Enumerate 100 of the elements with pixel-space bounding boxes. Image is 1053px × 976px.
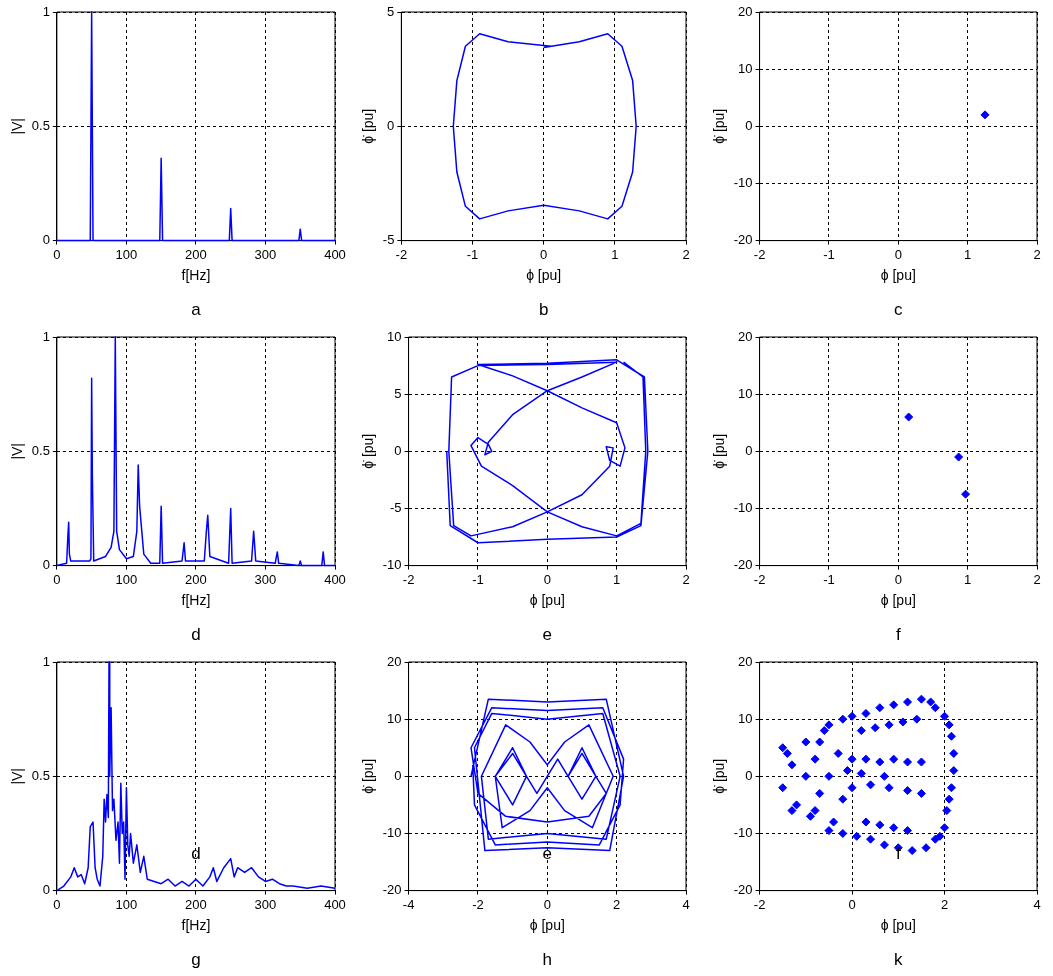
y-tick-label: 10 [738, 385, 753, 401]
x-tick-label: -2 [472, 896, 484, 912]
x-tick-label: 4 [1033, 896, 1041, 912]
x-tick-label: 1 [611, 246, 619, 262]
x-tick-label: 300 [254, 896, 277, 912]
y-tick-label: 5 [387, 3, 395, 19]
text: g [191, 950, 201, 970]
x-axis-title: ϕ [pu] [880, 917, 916, 934]
y-tick-label: 10 [387, 328, 402, 344]
text: a [191, 300, 202, 320]
y-tick-label: 1 [42, 653, 50, 669]
x-tick-label: -1 [823, 246, 835, 262]
x-tick-label: 100 [115, 896, 138, 912]
x-tick-label: -2 [753, 246, 766, 262]
y-tick-label: 20 [387, 653, 402, 669]
y-tick-label: 0 [394, 442, 402, 458]
y-tick-label: 10 [387, 710, 402, 726]
x-tick-label: 400 [324, 571, 346, 587]
y-tick-label: 0 [42, 557, 50, 573]
y-tick-label: 10 [738, 60, 753, 76]
y-axis-title: ϕ̇ [pu] [360, 758, 377, 794]
text: h [542, 950, 553, 970]
x-tick-label: 0 [540, 246, 548, 262]
x-tick-label: 2 [1033, 246, 1041, 262]
x-tick-label: 200 [185, 571, 207, 587]
x-tick-label: 2 [940, 896, 949, 912]
y-tick-label: 0 [745, 442, 753, 458]
text: f [895, 625, 901, 645]
x-tick-label: 200 [185, 896, 207, 912]
x-tick-label: 0 [53, 571, 61, 587]
y-tick-label: -20 [382, 882, 402, 898]
x-tick-label: 2 [613, 896, 621, 912]
x-axis-title: ϕ [pu] [529, 592, 565, 609]
y-tick-label: 0 [387, 117, 395, 133]
y-tick-label: 20 [738, 328, 753, 344]
y-axis-title: ϕ̇ [pu] [360, 433, 377, 469]
x-tick-label: 300 [254, 571, 277, 587]
y-tick-label: -10 [382, 557, 402, 573]
x-tick-label: 0 [543, 571, 551, 587]
y-tick-label: 10 [738, 710, 753, 726]
x-tick-label: 1 [964, 246, 972, 262]
y-axis-title: |V| [9, 767, 26, 785]
x-tick-label: 400 [324, 246, 346, 262]
x-tick-label: 0 [53, 896, 61, 912]
y-axis-title: ϕ̇ [pu] [711, 108, 728, 144]
x-axis-title: ϕ [pu] [880, 592, 916, 609]
x-tick-label: 100 [115, 246, 138, 262]
text: e [542, 625, 553, 645]
x-tick-label: 0 [894, 571, 902, 587]
y-axis-title: ϕ̇ [pu] [360, 108, 377, 144]
text: d [191, 625, 201, 645]
y-tick-label: 1 [42, 328, 50, 344]
y-tick-label: 0 [394, 767, 402, 783]
x-tick-label: 4 [682, 896, 690, 912]
y-axis-title: ϕ̇ [pu] [711, 758, 728, 794]
y-tick-label: 5 [394, 385, 402, 401]
text: k [894, 950, 904, 970]
x-axis-title: f[Hz] [181, 592, 211, 609]
x-axis-title: ϕ [pu] [529, 917, 565, 934]
y-tick-label: -5 [390, 500, 402, 516]
y-tick-label: 0 [42, 882, 50, 898]
point [954, 452, 964, 462]
y-tick-label: -5 [382, 232, 395, 248]
text: c [894, 300, 904, 320]
y-tick-label: 0 [745, 117, 753, 133]
point [961, 489, 971, 499]
y-tick-label: 0.5 [31, 117, 50, 133]
x-tick-label: 2 [1033, 571, 1041, 587]
y-tick-label: -20 [733, 557, 753, 573]
x-tick-label: -1 [472, 571, 484, 587]
annotation: d [191, 844, 201, 864]
x-tick-label: 0 [848, 896, 856, 912]
y-tick-label: 0 [745, 767, 753, 783]
x-axis-title: ϕ [pu] [526, 267, 562, 284]
x-tick-label: 200 [185, 246, 207, 262]
x-tick-label: 400 [324, 896, 346, 912]
annotation: f [895, 844, 901, 864]
x-tick-label: 2 [682, 246, 690, 262]
y-tick-label: 0.5 [31, 767, 50, 783]
x-tick-label: -1 [823, 571, 835, 587]
x-tick-label: 0 [53, 246, 61, 262]
x-tick-label: -4 [402, 896, 415, 912]
text: b [538, 300, 549, 320]
y-axis-title: |V| [9, 117, 26, 135]
x-tick-label: 300 [254, 246, 277, 262]
x-tick-label: -1 [466, 246, 479, 262]
x-axis-title: f[Hz] [181, 917, 211, 934]
y-tick-label: -10 [733, 175, 753, 191]
y-tick-label: 20 [738, 3, 753, 19]
x-tick-label: -2 [395, 246, 408, 262]
y-tick-label: -20 [733, 232, 753, 248]
x-tick-label: 0 [543, 896, 551, 912]
x-tick-label: -2 [753, 571, 766, 587]
y-tick-label: 0 [42, 232, 50, 248]
y-tick-label: -10 [382, 825, 402, 841]
y-tick-label: 0.5 [31, 442, 50, 458]
y-axis-title: ϕ̇ [pu] [711, 433, 728, 469]
y-tick-label: 1 [42, 3, 50, 19]
y-tick-label: -20 [733, 882, 753, 898]
x-tick-label: 1 [964, 571, 972, 587]
